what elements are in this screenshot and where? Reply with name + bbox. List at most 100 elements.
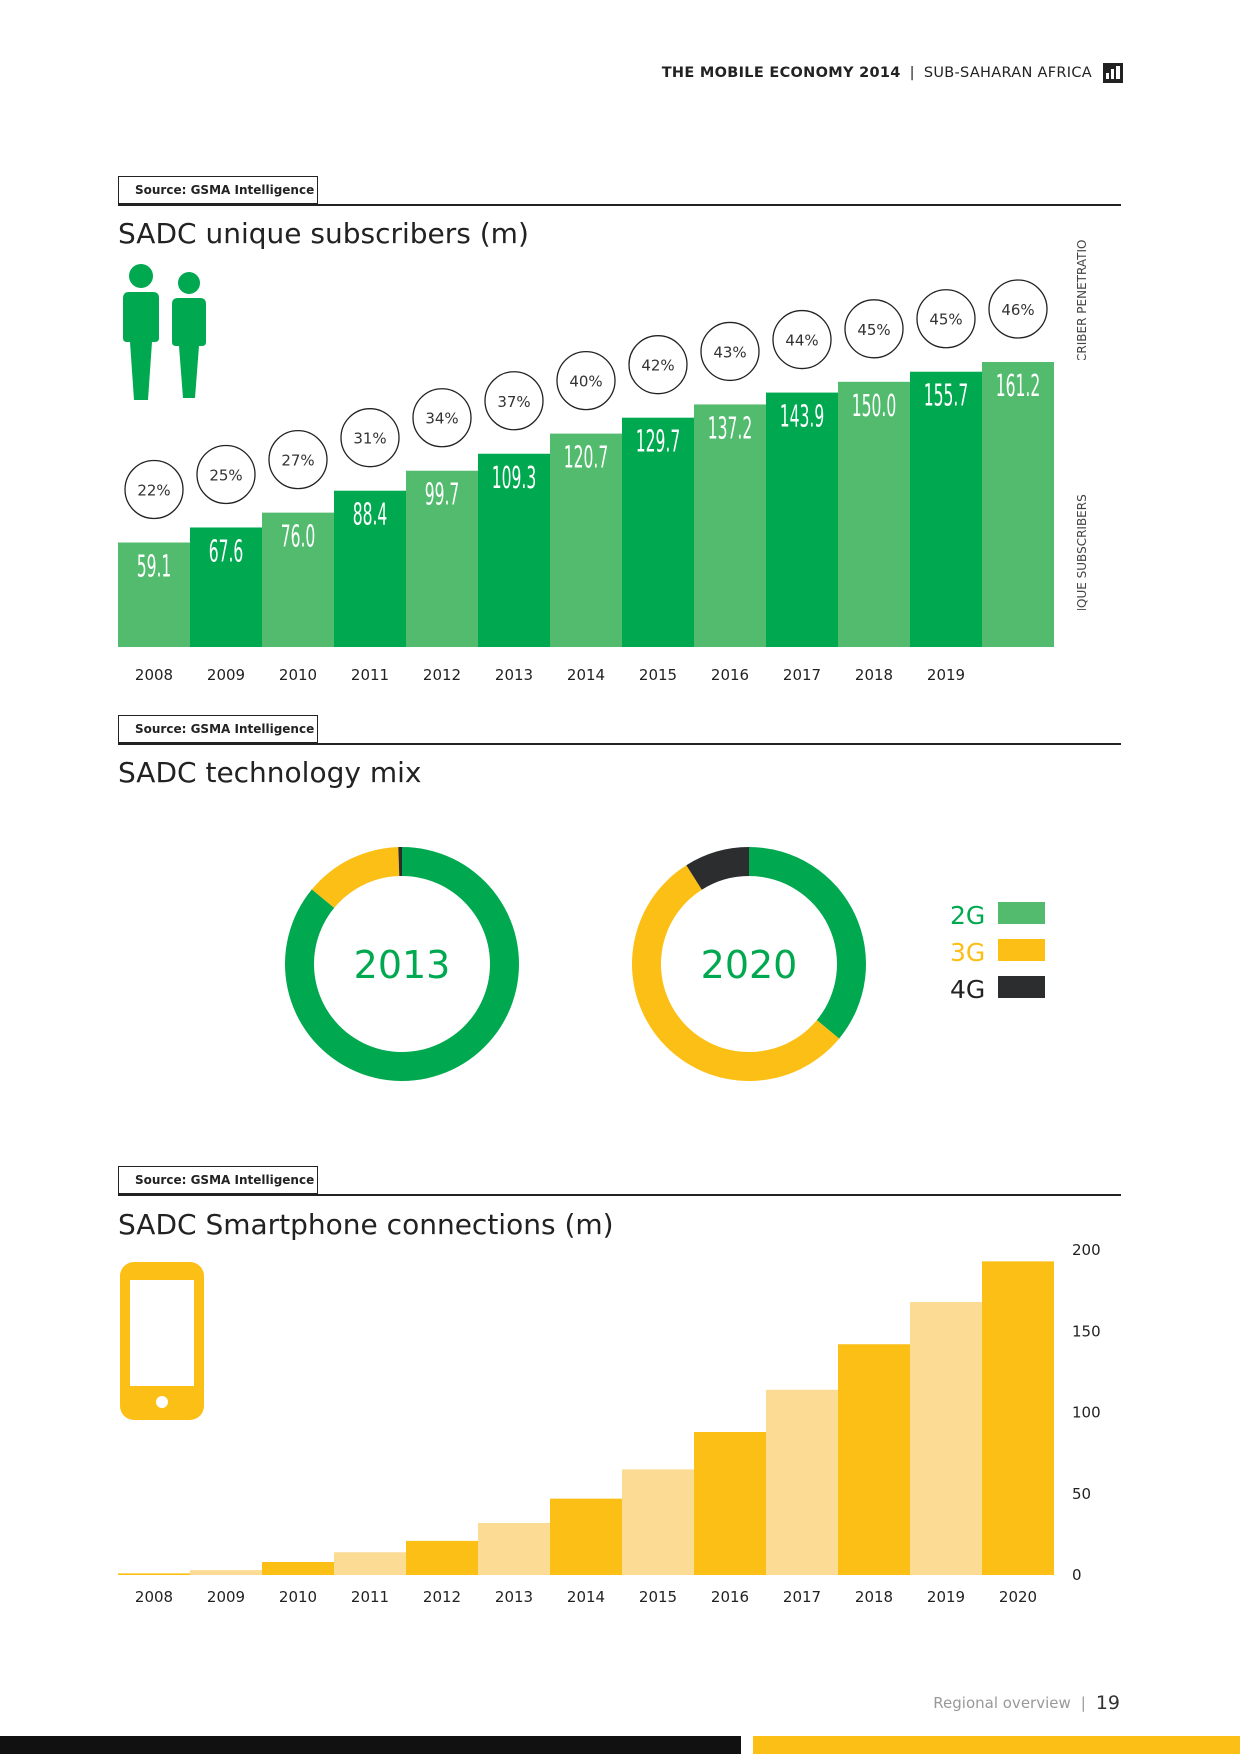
subscriber-bar: [190, 527, 262, 647]
smartphone-bar: [982, 1261, 1054, 1575]
smartphone-bar: [478, 1523, 550, 1575]
y-tick-label: 150: [1072, 1322, 1101, 1340]
subscriber-value-label: 143.9: [780, 398, 824, 434]
smartphone-bar: [190, 1570, 262, 1575]
penetration-label: 37%: [497, 393, 530, 411]
x-tick-label: 2008: [135, 1588, 173, 1606]
penetration-circle: [916, 289, 976, 349]
subscriber-bar: [550, 433, 622, 647]
source-label-subscribers: Source: GSMA Intelligence: [118, 176, 318, 204]
penetration-label: 22%: [137, 482, 170, 500]
region-title: SUB-SAHARAN AFRICA: [923, 65, 1092, 81]
smartphone-bar: [622, 1469, 694, 1575]
y-tick-label: 50: [1072, 1485, 1091, 1503]
x-tick-label: 2019: [927, 666, 965, 684]
subscriber-bar: [622, 417, 694, 647]
x-tick-label: 2008: [135, 666, 173, 684]
subscriber-value-label: 129.7: [636, 424, 680, 460]
donut-slice-3g: [631, 865, 840, 1081]
penetration-circle: [556, 350, 616, 411]
penetration-circle: [772, 309, 832, 370]
penetration-circle: [988, 279, 1048, 339]
section-name: Regional overview: [933, 1694, 1071, 1712]
page-footer: Regional overview | 19: [860, 1690, 1120, 1716]
page-header: THE MOBILE ECONOMY 2014 | SUB-SAHARAN AF…: [560, 58, 1123, 88]
penetration-label: 34%: [425, 410, 458, 428]
subscriber-bar: [406, 470, 478, 647]
smartphone-icon: [120, 1262, 204, 1420]
legend-swatch: [998, 976, 1045, 998]
smartphone-bar: [838, 1344, 910, 1575]
penetration-label: 44%: [785, 332, 818, 350]
x-tick-label: 2012: [423, 666, 461, 684]
chart-title-smartphone: SADC Smartphone connections (m): [118, 1208, 614, 1241]
x-tick-label: 2014: [567, 1588, 605, 1606]
subscriber-bar: [334, 490, 406, 647]
smartphone-bar: [334, 1552, 406, 1575]
penetration-label: 45%: [857, 321, 890, 339]
section-rule: [118, 204, 1121, 206]
x-tick-label: 2015: [639, 666, 677, 684]
y-tick-label: 100: [1072, 1404, 1101, 1422]
y-tick-label: 0: [1072, 1566, 1082, 1584]
subscribers-label-text: UNIQUE SUBSCRIBERS (M): [1075, 490, 1089, 610]
subscriber-value-label: 155.7: [924, 378, 968, 414]
x-tick-label: 2018: [855, 666, 893, 684]
legend-label: 3G: [950, 938, 985, 967]
smartphone-bar: [118, 1573, 190, 1575]
subscriber-value-label: 67.6: [209, 533, 244, 569]
x-tick-label: 2015: [639, 1588, 677, 1606]
subscriber-value-label: 99.7: [425, 477, 460, 513]
subscriber-value-label: 88.4: [353, 497, 388, 533]
penetration-circle: [844, 299, 904, 359]
subscriber-bar: [982, 362, 1054, 647]
header-separator: |: [909, 65, 915, 81]
x-tick-label: 2009: [207, 666, 245, 684]
penetration-label: 45%: [929, 311, 962, 329]
penetration-label: 27%: [281, 452, 314, 470]
penetration-circle: [340, 408, 400, 468]
x-tick-label: 2010: [279, 666, 317, 684]
penetration-label: 46%: [1001, 301, 1034, 319]
smartphone-bar: [406, 1540, 478, 1575]
donut-slice-3g: [311, 847, 400, 908]
penetration-label: 43%: [713, 343, 746, 361]
x-tick-label: 2019: [927, 1588, 965, 1606]
donut-slice-4g: [686, 847, 749, 890]
penetration-circle: [628, 335, 688, 395]
penetration-circle: [484, 371, 544, 431]
x-tick-label: 2017: [783, 1588, 821, 1606]
x-tick-label: 2009: [207, 1588, 245, 1606]
smartphone-bar: [694, 1432, 766, 1575]
x-tick-label: 2011: [351, 666, 389, 684]
section-rule: [118, 743, 1121, 745]
penetration-label-text: SUBSCRIBER PENETRATION (%): [1075, 240, 1089, 360]
footer-separator: |: [1080, 1694, 1086, 1712]
x-tick-label: 2016: [711, 1588, 749, 1606]
subscriber-bar: [262, 512, 334, 647]
subscriber-value-label: 137.2: [708, 410, 752, 446]
techmix-chart: 2013 2020 2G 3G 4G: [285, 847, 1045, 1081]
subscriber-bar: [838, 381, 910, 647]
legend-label: 4G: [950, 975, 985, 1004]
penetration-label: 40%: [569, 373, 602, 391]
chart-title-techmix: SADC technology mix: [118, 756, 422, 789]
penetration-label: 31%: [353, 430, 386, 448]
subscriber-value-label: 76.0: [281, 518, 316, 554]
subscriber-value-label: 150.0: [852, 388, 896, 424]
donut-slice-2g: [749, 847, 867, 1039]
smartphone-bar: [550, 1498, 622, 1575]
penetration-label: 25%: [209, 466, 242, 484]
subscriber-bar: [766, 392, 838, 647]
smartphone-chart: 0 50 100 150 200 2008 2009 2010 2011 2012 2013 201…: [118, 1241, 1101, 1606]
subscribers-chart: 59.1 67.6 76.0 88.4 99.7 109.3 120.7 129.7 137.2…: [118, 264, 1054, 684]
penetration-label: 42%: [641, 357, 674, 375]
subscribers-axis-label: UNIQUE SUBSCRIBERS (M): [1072, 471, 1112, 630]
source-label-smartphone: Source: GSMA Intelligence: [118, 1166, 318, 1194]
smartphone-bar: [766, 1389, 838, 1575]
donut-year-label: 2020: [701, 943, 798, 987]
legend-label: 2G: [950, 901, 985, 930]
subscriber-bar: [694, 404, 766, 647]
footer-bar-black: [0, 1736, 741, 1754]
penetration-axis-label: SUBSCRIBER PENETRATION (%): [1072, 206, 1112, 394]
